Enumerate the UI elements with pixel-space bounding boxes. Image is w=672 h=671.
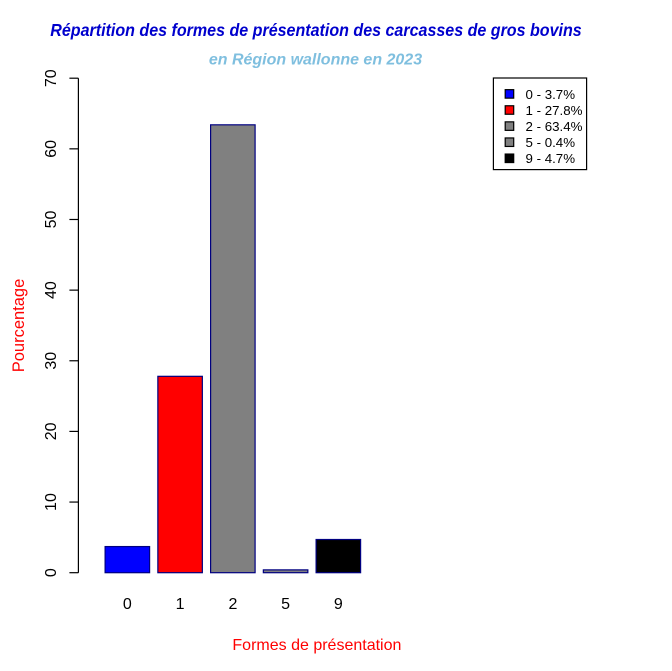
svg-text:40: 40 <box>43 281 60 299</box>
svg-text:70: 70 <box>43 69 60 87</box>
svg-text:30: 30 <box>43 352 60 370</box>
svg-text:1: 1 <box>176 596 185 613</box>
svg-text:5 - 0.4%: 5 - 0.4% <box>526 135 576 150</box>
svg-text:en Région wallonne en 2023: en Région wallonne en 2023 <box>209 52 423 69</box>
svg-text:0: 0 <box>43 568 60 577</box>
svg-text:2: 2 <box>228 596 237 613</box>
svg-text:60: 60 <box>43 140 60 158</box>
svg-text:10: 10 <box>43 493 60 511</box>
svg-text:5: 5 <box>281 596 290 613</box>
svg-text:50: 50 <box>43 210 60 228</box>
svg-text:9 - 4.7%: 9 - 4.7% <box>526 151 576 166</box>
svg-text:Formes de présentation: Formes de présentation <box>232 637 401 654</box>
svg-text:20: 20 <box>43 422 60 440</box>
svg-text:2 - 63.4%: 2 - 63.4% <box>526 119 583 134</box>
svg-text:Pourcentage: Pourcentage <box>10 279 28 373</box>
svg-text:0 - 3.7%: 0 - 3.7% <box>526 87 576 102</box>
svg-text:9: 9 <box>334 596 343 613</box>
svg-text:0: 0 <box>123 596 132 613</box>
svg-text:1 - 27.8%: 1 - 27.8% <box>526 103 583 118</box>
svg-text:Répartition des formes de prés: Répartition des formes de présentation d… <box>50 20 582 40</box>
